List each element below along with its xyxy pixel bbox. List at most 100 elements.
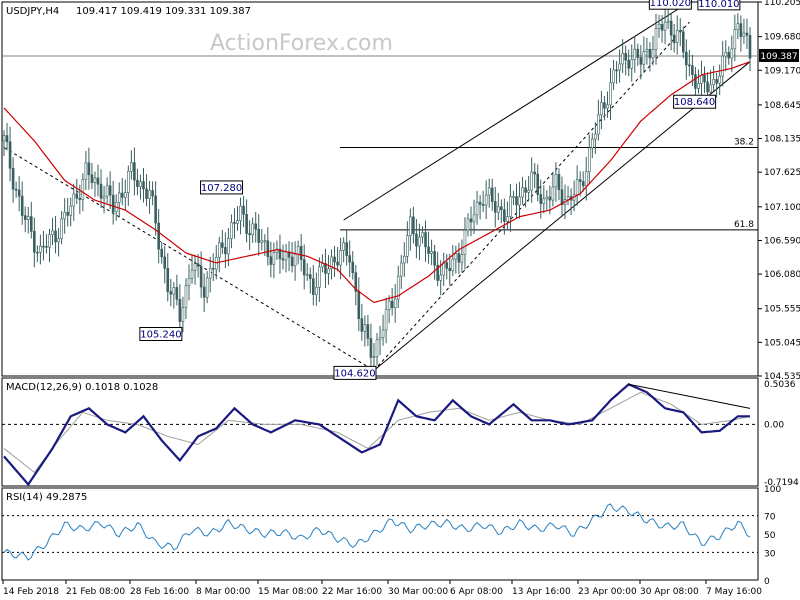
candle-body — [503, 209, 506, 222]
candle-body — [36, 251, 39, 254]
candle-body — [69, 205, 73, 216]
candle-body — [506, 216, 509, 222]
candle-body — [515, 196, 518, 206]
rsi-tick-label: 70 — [764, 513, 776, 523]
candle-body — [390, 300, 394, 308]
candle-body — [357, 290, 361, 319]
candle-body — [521, 187, 524, 198]
candle-body — [703, 74, 706, 83]
candle-body — [497, 206, 500, 213]
candle-body — [63, 212, 66, 220]
candle-body — [108, 185, 112, 196]
macd-tick-label: 0.00 — [764, 420, 784, 430]
candle-body — [154, 195, 157, 224]
x-tick-label: 6 Apr 08:00 — [450, 587, 503, 597]
macd-panel — [1, 377, 759, 487]
candle-body — [584, 171, 588, 187]
candle-body — [512, 196, 515, 198]
candle-body — [157, 222, 160, 250]
candle-body — [278, 248, 282, 260]
candle-body — [688, 64, 691, 67]
candle-body — [436, 264, 439, 281]
candle-body — [560, 189, 564, 205]
candle-body — [490, 187, 494, 202]
candle-body — [327, 268, 330, 274]
candle-body — [351, 261, 355, 274]
candle-body — [66, 212, 69, 216]
candle-body — [296, 246, 300, 255]
candle-body — [399, 262, 403, 277]
candle-body — [163, 256, 167, 269]
price-label: 110.010 — [698, 0, 739, 10]
rsi-label: RSI(14) 49.2875 — [6, 492, 87, 503]
candle-body — [330, 256, 333, 270]
candle-body — [333, 256, 336, 263]
candle-body — [493, 201, 497, 213]
candle-body — [739, 23, 743, 37]
candle-body — [72, 193, 76, 207]
candle-body — [124, 192, 127, 198]
rsi-layer — [2, 503, 758, 561]
candle-body — [578, 179, 582, 182]
candle-body — [281, 258, 285, 261]
candle-body — [657, 23, 661, 29]
candle-body — [433, 251, 436, 266]
candle-body — [642, 51, 646, 65]
price-tick-label: 106.080 — [764, 270, 800, 280]
candle-body — [242, 205, 245, 215]
candle-body — [554, 174, 558, 188]
candle-body — [600, 102, 603, 116]
candle-body — [697, 83, 700, 89]
rsi-panel — [1, 487, 759, 581]
candle-body — [633, 48, 637, 60]
rsi-tick-label: 30 — [764, 549, 776, 559]
price-layer: 38.2 61.8 110.020 110.010 107.280 105.240 104.… — [2, 0, 758, 380]
candle-body — [375, 339, 379, 358]
price-tick-label: 110.205 — [764, 0, 800, 8]
candle-body — [694, 74, 697, 89]
candle-body — [54, 230, 57, 243]
candle-body — [445, 262, 449, 269]
x-tick-label: 14 Feb 2018 — [3, 587, 59, 597]
candle-body — [175, 287, 179, 300]
candle-body — [387, 300, 391, 310]
candle-body — [196, 263, 200, 267]
candle-body — [299, 246, 303, 260]
candle-body — [724, 52, 728, 57]
x-tick-label: 28 Feb 16:00 — [130, 587, 189, 597]
candle-body — [266, 240, 270, 258]
candle-body — [8, 141, 12, 169]
candle-body — [406, 235, 409, 257]
candle-body — [745, 32, 749, 36]
price-label: 104.620 — [334, 368, 375, 379]
candle-body — [463, 229, 467, 255]
price-label-box — [139, 326, 183, 341]
candle-body — [654, 28, 658, 50]
candle-body — [133, 162, 136, 181]
candle-body — [269, 256, 273, 265]
candle-body — [233, 222, 236, 224]
candle-body — [581, 181, 585, 187]
candle-body — [424, 232, 427, 248]
price-label: 107.280 — [201, 183, 242, 194]
candle-body — [542, 198, 546, 204]
ohlc-label: 109.417 109.419 109.331 109.387 — [76, 6, 251, 17]
candle-body — [469, 218, 473, 223]
candle-body — [533, 171, 536, 175]
candle-body — [23, 215, 27, 220]
price-label-box — [697, 0, 741, 11]
candle-body — [557, 174, 561, 191]
candle-body — [187, 278, 191, 287]
candle-body — [421, 232, 424, 238]
candle-body — [245, 214, 248, 234]
candle-body — [2, 135, 6, 142]
candle-body — [26, 216, 30, 220]
candle-body — [393, 298, 397, 308]
candle-body — [627, 59, 630, 69]
candle-body — [127, 170, 130, 193]
candle-body — [618, 63, 621, 71]
candle-body — [721, 55, 725, 77]
fib-level-label: 61.8 — [734, 220, 754, 230]
candle-body — [718, 75, 721, 84]
current-price-box — [759, 48, 799, 62]
